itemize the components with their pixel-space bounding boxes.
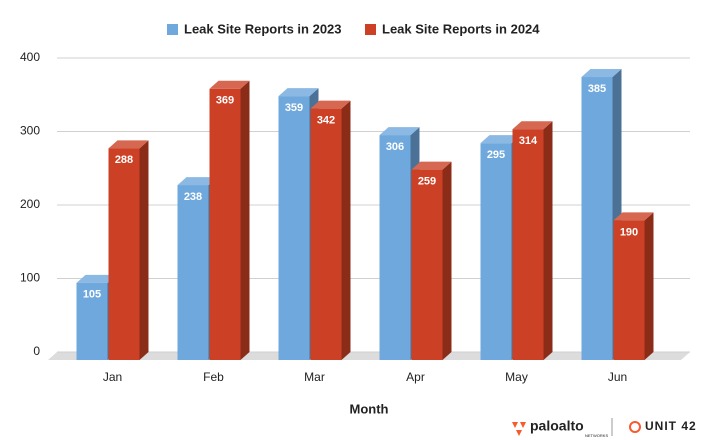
bar-top	[177, 177, 218, 186]
x-axis-title: Month	[350, 401, 389, 416]
y-tick-label: 400	[20, 50, 40, 64]
data-label: 105	[83, 289, 101, 301]
data-label: 288	[115, 154, 133, 166]
bar-front	[310, 108, 342, 360]
bar-front	[581, 77, 613, 361]
unit42-text: UNIT 42	[645, 419, 697, 433]
networks-text: NETWORKS	[585, 433, 608, 438]
bar-front	[411, 169, 443, 360]
bar-front	[108, 148, 140, 360]
legend-label: Leak Site Reports in 2023	[184, 21, 342, 36]
bar-top	[108, 140, 149, 149]
bar	[411, 161, 452, 360]
bar-top	[512, 121, 553, 130]
bar-side	[139, 140, 149, 360]
data-label: 190	[620, 226, 638, 238]
x-tick-label: Jun	[608, 370, 627, 384]
data-label: 306	[386, 141, 404, 153]
bar-front	[76, 282, 108, 360]
data-label: 359	[285, 102, 303, 114]
legend-label: Leak Site Reports in 2024	[382, 21, 540, 36]
data-label: 385	[588, 83, 606, 95]
bar-front	[512, 129, 544, 360]
bar-front	[278, 96, 310, 360]
unit42-icon	[629, 421, 641, 433]
bar	[512, 121, 553, 361]
branding: paloalto NETWORKS UNIT 42	[512, 418, 697, 438]
bar	[108, 140, 149, 360]
legend-swatch	[365, 24, 376, 35]
bar-side	[240, 80, 250, 360]
paloalto-icon	[512, 422, 526, 436]
bar	[209, 80, 250, 360]
data-label: 295	[487, 149, 505, 161]
bar	[310, 100, 351, 360]
bar	[613, 212, 654, 360]
bar-side	[341, 100, 351, 360]
data-label: 369	[216, 95, 234, 107]
bar-front	[480, 143, 512, 360]
data-label: 342	[317, 115, 335, 127]
y-tick-label: 0	[33, 344, 40, 358]
x-tick-label: Feb	[203, 370, 224, 384]
bar-top	[581, 69, 622, 78]
bar-side	[442, 161, 452, 360]
y-tick-label: 100	[20, 271, 40, 285]
data-label: 238	[184, 191, 202, 203]
y-tick-label: 200	[20, 197, 40, 211]
bar-front	[209, 88, 241, 360]
bar-side	[644, 212, 654, 360]
x-tick-label: Mar	[304, 370, 325, 384]
bar-top	[480, 135, 521, 144]
bar-top	[411, 161, 452, 170]
x-tick-label: Apr	[406, 370, 425, 384]
bar-top	[379, 127, 420, 136]
data-label: 259	[418, 176, 436, 188]
bar-front	[177, 185, 209, 360]
bar-side	[543, 121, 553, 361]
x-tick-label: May	[505, 370, 528, 384]
bar-top	[310, 100, 351, 109]
bar-top	[278, 88, 319, 97]
data-label: 314	[519, 135, 538, 147]
y-tick-label: 300	[20, 124, 40, 138]
bar-front	[379, 135, 411, 360]
bar-top	[76, 274, 117, 283]
legend-swatch	[167, 24, 178, 35]
bar-front	[613, 220, 645, 360]
paloalto-text: paloalto	[530, 418, 584, 434]
bar-top	[209, 80, 250, 89]
bar-top	[613, 212, 654, 221]
x-tick-label: Jan	[103, 370, 122, 384]
